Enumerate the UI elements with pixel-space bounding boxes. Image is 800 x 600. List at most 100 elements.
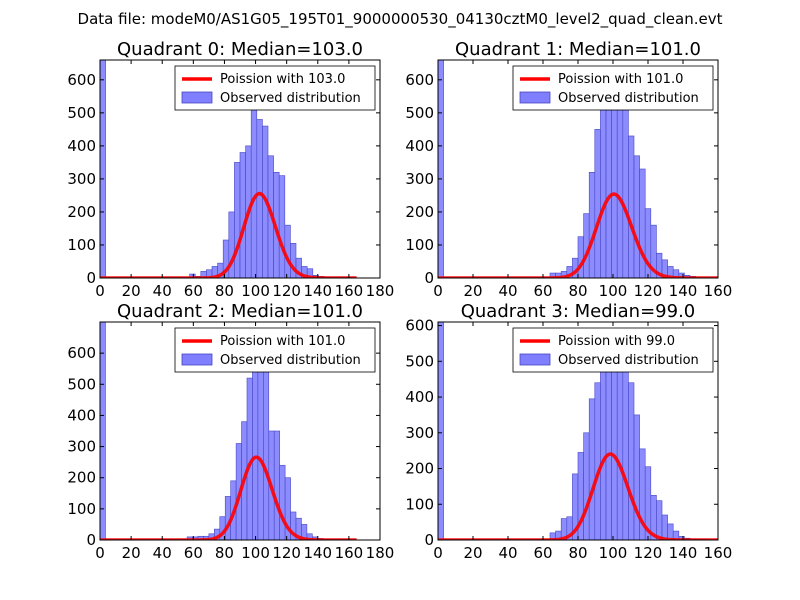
y-tick-label: 200	[405, 460, 434, 478]
y-tick-label: 400	[67, 406, 96, 424]
histogram-bar	[438, 322, 444, 540]
histogram-bar	[100, 322, 106, 540]
y-tick-label: 100	[67, 500, 96, 518]
panel-quadrant-3: 0 20 40 60 80 100 120 140 160 0 100 200 300 400 500 600…	[405, 301, 732, 562]
histogram-bar	[279, 464, 286, 540]
x-tick-label: 80	[215, 544, 234, 562]
histogram-bar	[290, 243, 297, 278]
y-tick-label: 100	[405, 495, 434, 513]
panel-title: Quadrant 3: Median=99.0	[461, 301, 696, 322]
x-tick-label: 100	[599, 282, 628, 300]
panels: 0 20 40 60 80 100 120 140 160 1800100200300400500…	[67, 39, 732, 562]
histogram-bar	[583, 432, 590, 540]
x-tick-label: 100	[599, 544, 628, 562]
legend-bar-swatch	[519, 353, 551, 366]
x-tick-label: 100	[241, 282, 270, 300]
x-tick-label: 140	[303, 282, 332, 300]
histogram-bar	[278, 175, 286, 278]
x-tick-label: 120	[272, 282, 301, 300]
histogram-bar	[633, 414, 640, 540]
x-tick-label: 120	[272, 544, 301, 562]
x-tick-label: 160	[335, 544, 364, 562]
y-tick-label: 300	[67, 170, 96, 188]
histogram-bar	[605, 89, 612, 278]
x-tick-label: 100	[241, 544, 270, 562]
histogram-bar	[639, 168, 646, 278]
histogram-bar	[600, 361, 607, 540]
histogram-bar	[594, 129, 601, 278]
histogram-bar	[628, 382, 635, 540]
x-tick-label: 0	[95, 544, 105, 562]
histogram-bar	[234, 162, 241, 278]
legend-curve-label: Poission with 99.0	[558, 334, 675, 349]
panel-quadrant-2: 0 20 40 60 80 100 120 140 160 1800100200300400500…	[67, 301, 394, 562]
y-tick-label: 500	[405, 104, 434, 122]
x-tick-label: 160	[335, 282, 364, 300]
legend-bar-label: Observed distribution	[220, 91, 361, 106]
y-tick-label: 600	[67, 344, 96, 362]
x-tick-label: 40	[498, 544, 517, 562]
histogram-bar	[256, 119, 263, 278]
legend: Poission with 101.0 Observed distribution	[512, 65, 714, 111]
x-tick-label: 60	[184, 282, 203, 300]
histogram-bar	[667, 523, 674, 540]
y-tick-label: 200	[67, 203, 96, 221]
histogram-bar	[661, 514, 668, 540]
histogram-bar	[577, 236, 584, 278]
y-tick-label: 400	[405, 137, 434, 155]
legend-bar-swatch	[181, 91, 213, 104]
histogram-bar	[622, 359, 629, 540]
panel-quadrant-0: 0 20 40 60 80 100 120 140 160 1800100200300400500…	[67, 39, 394, 300]
legend-curve-label: Poission with 101.0	[220, 334, 345, 349]
histogram-bar	[633, 155, 640, 278]
x-tick-label: 0	[433, 544, 443, 562]
x-tick-label: 160	[704, 544, 733, 562]
x-tick-label: 120	[634, 282, 663, 300]
x-tick-label: 80	[568, 282, 587, 300]
legend-bar-swatch	[519, 91, 551, 104]
x-tick-label: 60	[533, 282, 552, 300]
histogram-bar	[284, 477, 291, 540]
x-tick-label: 180	[366, 282, 395, 300]
x-tick-label: 20	[463, 282, 482, 300]
x-tick-label: 40	[153, 544, 172, 562]
x-tick-label: 40	[153, 282, 172, 300]
y-tick-label: 600	[405, 71, 434, 89]
x-tick-label: 20	[122, 544, 141, 562]
legend-bar-label: Observed distribution	[220, 353, 361, 368]
histogram-bar	[656, 500, 663, 540]
x-tick-label: 160	[704, 282, 733, 300]
histogram-bar	[588, 398, 596, 540]
histogram-bar	[650, 224, 657, 278]
histogram-bar	[306, 268, 314, 278]
legend-bar-label: Observed distribution	[558, 353, 699, 368]
x-tick-label: 140	[303, 544, 332, 562]
x-tick-label: 0	[95, 282, 105, 300]
histogram-bar	[301, 524, 308, 540]
x-tick-label: 80	[215, 282, 234, 300]
y-tick-label: 200	[67, 469, 96, 487]
histogram-bar	[594, 382, 601, 540]
legend-bar-swatch	[181, 353, 213, 366]
histogram-bar	[628, 135, 635, 278]
x-tick-label: 180	[366, 544, 395, 562]
y-tick-label: 200	[405, 203, 434, 221]
x-tick-label: 0	[433, 282, 443, 300]
x-tick-label: 40	[498, 282, 517, 300]
y-tick-label: 500	[67, 375, 96, 393]
panel-title: Quadrant 1: Median=101.0	[455, 39, 701, 60]
y-tick-label: 600	[405, 317, 434, 335]
y-tick-label: 0	[86, 269, 96, 287]
x-tick-label: 140	[669, 282, 698, 300]
axes-frame	[99, 321, 381, 541]
y-tick-label: 0	[86, 531, 96, 549]
x-tick-label: 80	[568, 544, 587, 562]
histogram-bar	[257, 359, 264, 540]
y-tick-label: 0	[424, 531, 434, 549]
y-tick-label: 400	[405, 388, 434, 406]
axes-frame	[99, 59, 381, 279]
y-tick-label: 400	[67, 137, 96, 155]
y-tick-label: 300	[405, 424, 434, 442]
y-tick-label: 100	[67, 236, 96, 254]
histogram-bar	[273, 430, 280, 540]
